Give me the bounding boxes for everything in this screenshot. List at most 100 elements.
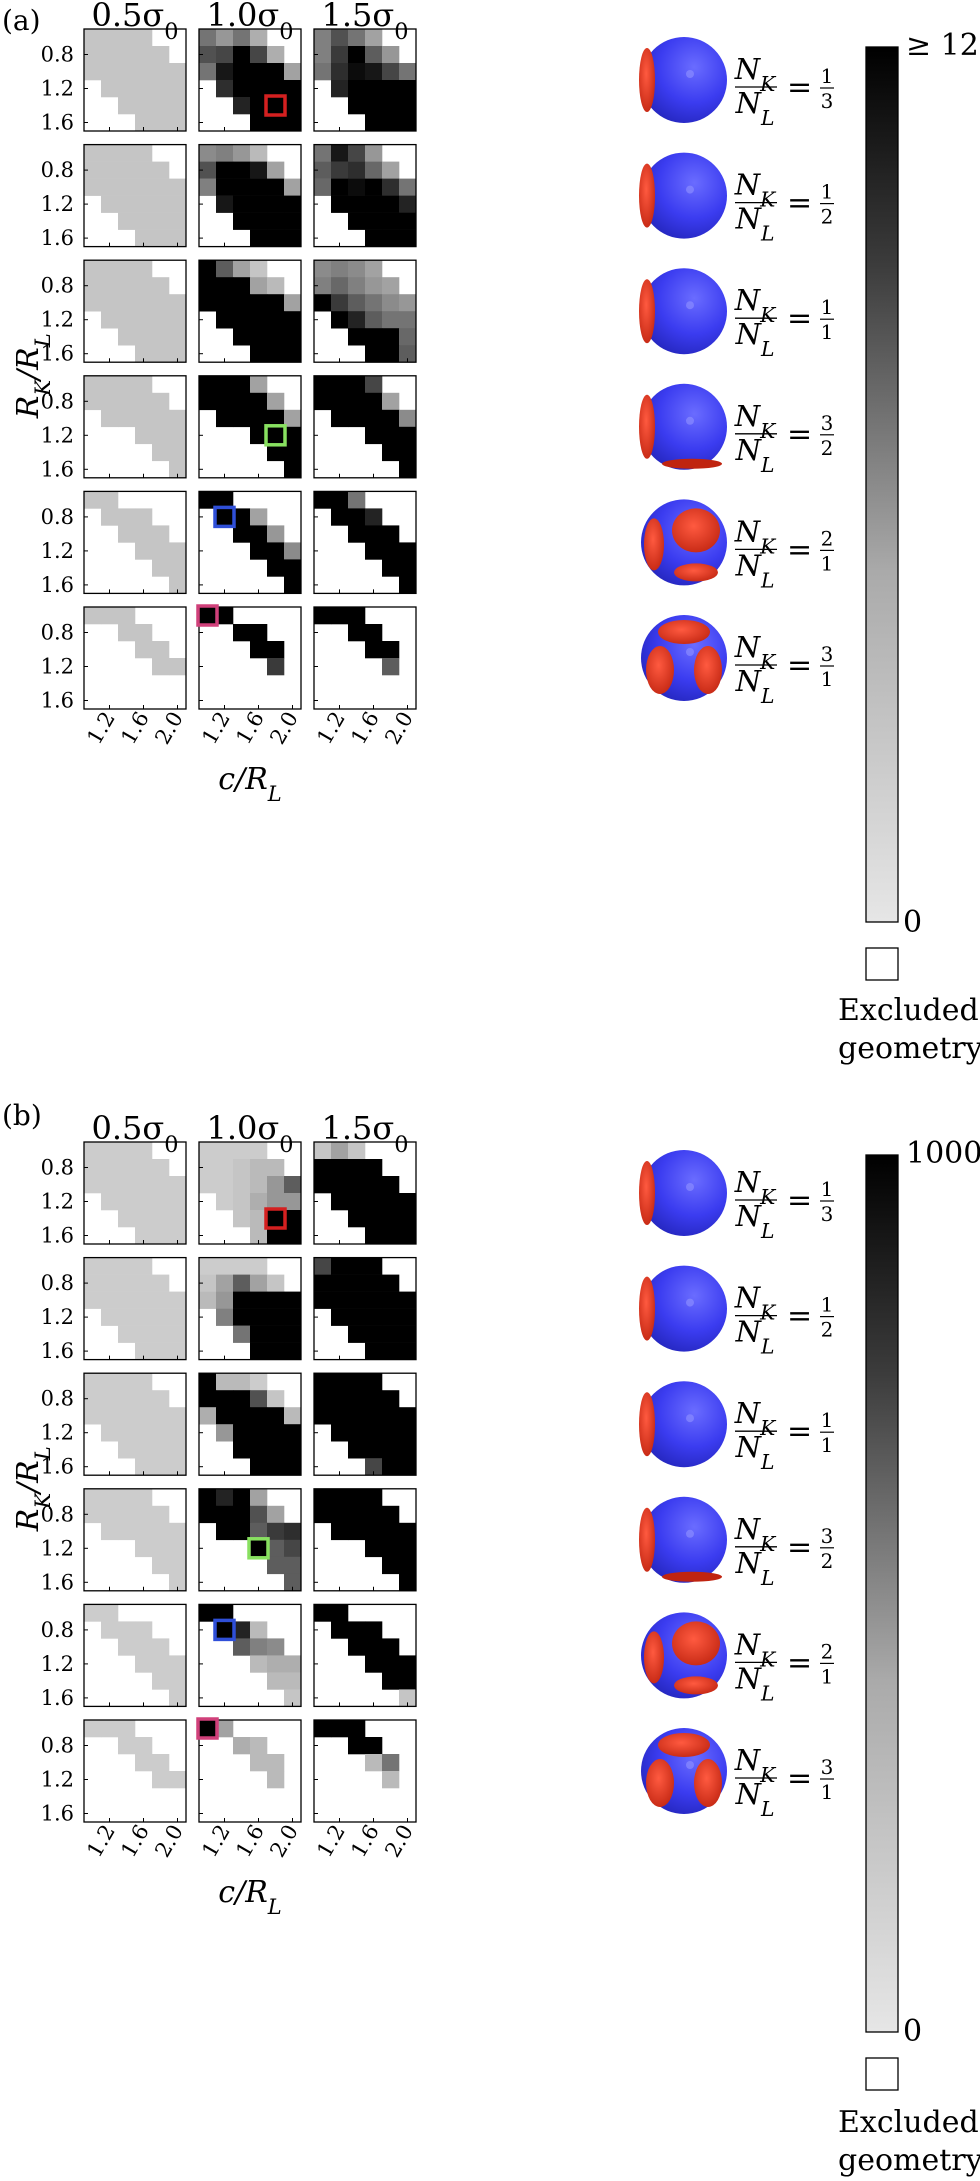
- heatmap-cell: [284, 229, 302, 247]
- heatmap-cell: [348, 607, 366, 625]
- heatmap-cell: [348, 375, 366, 394]
- column-title: 1.0σ0: [207, 0, 294, 45]
- heatmap-cell: [382, 229, 400, 247]
- heatmap-cell: [118, 392, 136, 411]
- heatmap-cell: [216, 392, 234, 411]
- heatmap-cell: [382, 277, 400, 295]
- heatmap-cell: [250, 63, 268, 81]
- heatmap-cell: [216, 161, 234, 179]
- heatmap-panel: [198, 1488, 302, 1592]
- ratio-denominator-symbol: NL: [735, 1199, 775, 1243]
- heatmap-cell: [152, 229, 170, 247]
- highlight-box-green: [247, 1537, 270, 1560]
- heatmap-cell: [267, 1291, 285, 1309]
- sphere-highlight: [686, 1183, 694, 1191]
- particle-sphere-illustration: [639, 1381, 727, 1468]
- red-patch: [658, 620, 710, 644]
- heatmap-cell: [267, 1210, 285, 1228]
- heatmap-cell: [216, 80, 234, 98]
- ratio-numerator-symbol: NK: [734, 1627, 777, 1671]
- heatmap-cell: [199, 260, 217, 278]
- heatmap-cell: [152, 1325, 170, 1343]
- heatmap-cell: [267, 195, 285, 213]
- heatmap-cell: [233, 311, 251, 329]
- heatmap-cell: [365, 1621, 383, 1639]
- heatmap-cell: [250, 1210, 268, 1228]
- heatmap-cell: [348, 311, 366, 329]
- heatmap-cell: [118, 375, 136, 394]
- y-tick-label: 1.2: [41, 1652, 74, 1676]
- heatmap-cell: [101, 161, 119, 179]
- heatmap-panel: [198, 1141, 302, 1245]
- heatmap-cell: [382, 1505, 400, 1524]
- sphere-highlight: [686, 1761, 694, 1769]
- heatmap-cell: [365, 1737, 383, 1755]
- heatmap-cell: [382, 1291, 400, 1309]
- heatmap-cell: [399, 212, 417, 230]
- heatmap-cell: [250, 260, 268, 278]
- heatmap-cell: [118, 1308, 136, 1326]
- heatmap-cell: [233, 1291, 251, 1309]
- y-tick-label: 0.8: [41, 1156, 74, 1180]
- heatmap-cell: [199, 1505, 217, 1524]
- heatmap-cell: [284, 212, 302, 230]
- heatmap-cell: [348, 525, 366, 543]
- heatmap-cell: [250, 1737, 268, 1755]
- heatmap-cell: [314, 1604, 332, 1622]
- heatmap-cell: [348, 1390, 366, 1408]
- heatmap-cell: [382, 542, 400, 560]
- heatmap-cell: [101, 607, 119, 625]
- heatmap-cell: [382, 1210, 400, 1228]
- heatmap-cell: [216, 607, 234, 625]
- ratio-denominator: 2: [821, 1318, 834, 1342]
- ratio-denominator-symbol: NL: [735, 1430, 775, 1474]
- heatmap-cell: [101, 29, 119, 47]
- heatmap-cell: [199, 1142, 217, 1160]
- heatmap-cell: [399, 1539, 417, 1558]
- heatmap-cell: [169, 345, 187, 363]
- heatmap-panel: [198, 606, 302, 710]
- heatmap-cell: [284, 409, 302, 428]
- heatmap-cell: [365, 1488, 383, 1507]
- heatmap-cell: [152, 46, 170, 64]
- heatmap-cell: [118, 328, 136, 346]
- colorbar-max-label-b: 1000: [906, 1136, 980, 1171]
- heatmap-cell: [399, 97, 417, 115]
- heatmap-cell: [284, 195, 302, 213]
- y-tick-label: 0.8: [41, 274, 74, 298]
- heatmap-cell: [101, 508, 119, 526]
- heatmap-cell: [348, 1522, 366, 1541]
- heatmap-cell: [152, 409, 170, 428]
- heatmap-cell: [199, 63, 217, 81]
- heatmap-cell: [250, 1488, 268, 1507]
- heatmap-cell: [135, 1655, 153, 1673]
- y-tick-label: 0.8: [41, 43, 74, 67]
- heatmap-cell: [152, 525, 170, 543]
- heatmap-cell: [152, 212, 170, 230]
- heatmap-cell: [118, 1373, 136, 1391]
- heatmap-cell: [118, 1407, 136, 1425]
- heatmap-cell: [233, 1159, 251, 1177]
- heatmap-cell: [284, 63, 302, 81]
- heatmap-cell: [118, 1505, 136, 1524]
- heatmap-cell: [267, 229, 285, 247]
- heatmap-cell: [284, 1573, 302, 1592]
- column-title: 0.5σ0: [92, 0, 179, 45]
- heatmap-cell: [399, 1193, 417, 1211]
- heatmap-cell: [382, 1227, 400, 1245]
- colorbar-min-label-a: 0: [903, 905, 922, 940]
- heatmap-cell: [365, 345, 383, 363]
- particle-sphere-illustration: [639, 152, 727, 239]
- heatmap-cell: [101, 1257, 119, 1275]
- y-tick-label: 1.6: [41, 226, 74, 250]
- excluded-label-line2-a: geometry: [838, 1031, 980, 1066]
- heatmap-cell: [267, 426, 285, 445]
- heatmap-cell: [250, 1539, 268, 1558]
- heatmap-cell: [135, 1176, 153, 1194]
- heatmap-cell: [348, 294, 366, 312]
- heatmap-cell: [216, 311, 234, 329]
- heatmap-frame: [83, 1719, 187, 1823]
- heatmap-cell: [84, 63, 102, 81]
- heatmap-cell: [250, 1407, 268, 1425]
- heatmap-cell: [233, 1424, 251, 1442]
